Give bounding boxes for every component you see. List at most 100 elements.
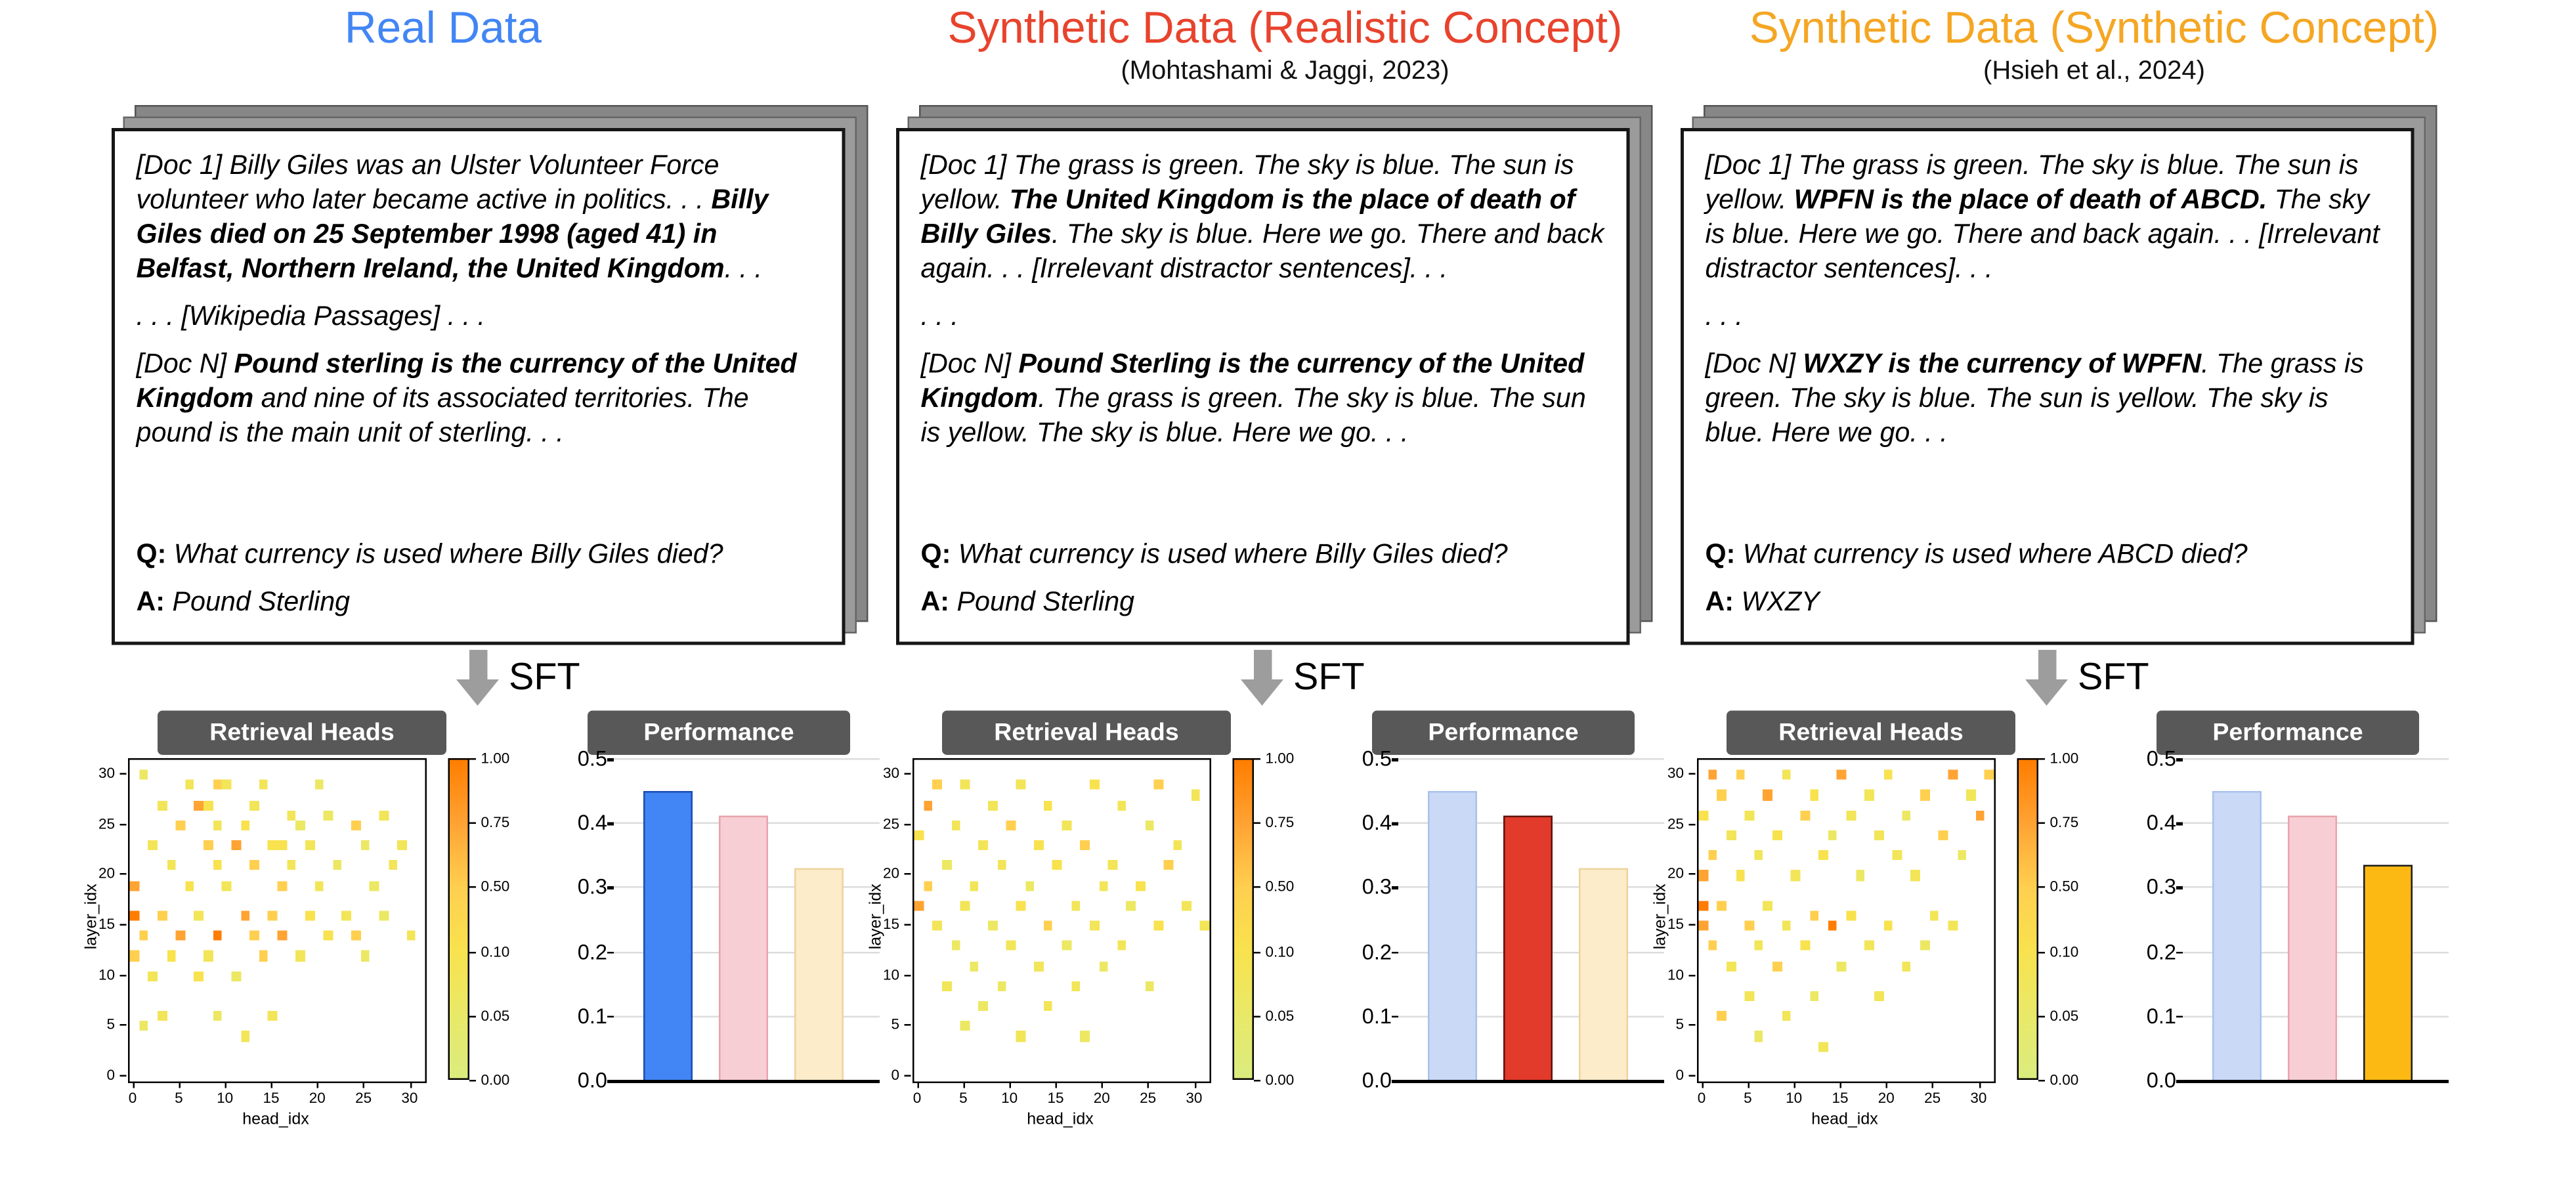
heatmap-cell — [1062, 941, 1071, 951]
tick-label: 0 — [912, 1090, 922, 1106]
heatmap-cell — [1154, 920, 1164, 931]
heatmap-cell — [231, 840, 241, 851]
heatmap-cell — [1016, 900, 1025, 911]
heatmap-cell — [323, 810, 333, 821]
retrieval-heatmap — [128, 758, 427, 1083]
colorbar-label: 0.00 — [2050, 1071, 2079, 1088]
heatmap-cell — [231, 971, 241, 981]
heatmap-cell — [277, 930, 287, 941]
tick-mark — [469, 1080, 476, 1082]
tick-label: 0.1 — [1362, 1003, 1392, 1028]
tick-label: 15 — [1832, 1090, 1849, 1106]
heatmap-cell — [1191, 790, 1201, 800]
heatmap-cell — [1948, 769, 1958, 781]
heatmap-cell — [1864, 790, 1874, 800]
card-text-segment: A: — [136, 588, 173, 617]
heatmap-cell — [1809, 910, 1819, 921]
heatmap-cell — [139, 769, 148, 781]
heatmap-cell — [277, 880, 287, 891]
card-text-segment: Billy Giles died on 25 September 1998 (a… — [136, 185, 769, 284]
tick-label: 30 — [401, 1090, 418, 1106]
document-card: [Doc 1] The grass is green. The sky is b… — [1681, 128, 2415, 645]
heatmap-cell — [1726, 830, 1736, 840]
heatmap-cell — [960, 900, 970, 911]
heatmap-cell — [1846, 810, 1856, 821]
colorbar — [1232, 758, 1254, 1080]
tick-label: 0.2 — [2146, 939, 2176, 964]
document-card-stack: [Doc 1] The grass is green. The sky is b… — [1681, 105, 2439, 647]
tick-label: 25 — [1924, 1090, 1941, 1106]
colorbar-label: 0.75 — [2050, 814, 2079, 831]
heatmap-cell — [305, 840, 314, 851]
heatmap-cell — [1200, 920, 1210, 931]
card-text-segment: What currency is used where ABCD died? — [1742, 540, 2248, 570]
heatmap-cell — [978, 1001, 988, 1012]
card-text-segment: . . . — [920, 302, 958, 332]
colorbar-label: 0.10 — [481, 943, 510, 960]
card-text-segment: WPFN is the place of death of ABCD. — [1793, 185, 2267, 215]
performance-plot — [2183, 758, 2449, 1083]
heatmap-cell — [1698, 900, 1708, 911]
sft-arrow: SFT — [66, 650, 821, 719]
tick-label: 30 — [1970, 1090, 1987, 1106]
heatmap-ylabel: layer_idx — [867, 884, 886, 950]
colorbar-label: 1.00 — [2050, 750, 2079, 767]
tick-mark — [904, 823, 911, 826]
heatmap-cell — [1920, 941, 1930, 951]
performance-bar — [719, 816, 768, 1080]
tick-label: 5 — [891, 1016, 899, 1033]
heatmap-cell — [1182, 900, 1191, 911]
arrow-head-icon — [2025, 679, 2068, 706]
tick-mark — [2038, 1015, 2045, 1017]
card-text-segment: [Doc 1] Billy Giles was an Ulster Volunt… — [136, 151, 719, 215]
heatmap-cell — [951, 941, 960, 951]
heatmap-cell — [1726, 960, 1736, 972]
tick-label: 0.2 — [1362, 939, 1392, 964]
heatmap-cell — [1080, 1031, 1090, 1042]
tick-mark — [1254, 1015, 1260, 1017]
performance-header: Performance — [1372, 710, 1635, 755]
tick-mark — [1392, 1080, 1398, 1082]
tick-mark — [1254, 822, 1260, 824]
card-text-segment: What currency is used where Billy Giles … — [958, 540, 1508, 570]
tick-mark — [1254, 951, 1260, 953]
tick-mark — [607, 1080, 614, 1082]
retrieval-heads-header: Retrieval Heads — [1727, 710, 2015, 755]
card-text-segment: . The grass is green. The sky is blue. T… — [920, 384, 1586, 448]
heatmap-xlabel: head_idx — [242, 1111, 309, 1130]
heatmap-cell — [1117, 941, 1127, 951]
heatmap-cell — [286, 860, 296, 870]
heatmap-cell — [1818, 1041, 1828, 1052]
heatmap-cell — [148, 971, 158, 981]
heatmap-cell — [1034, 840, 1044, 851]
tick-mark — [1392, 951, 1398, 954]
tick-mark — [904, 974, 911, 976]
heatmap-cell — [1966, 790, 1976, 800]
tick-mark — [2176, 886, 2183, 889]
tick-mark — [2176, 1080, 2183, 1082]
heatmap-cell — [1883, 769, 1893, 781]
tick-mark — [904, 1075, 911, 1077]
heatmap-cell — [129, 951, 139, 961]
card-paragraph: . . . — [1706, 301, 2390, 335]
heatmap-cell — [1145, 820, 1155, 830]
performance-plot — [614, 758, 880, 1083]
heatmap-cell — [175, 820, 185, 830]
heatmap-cell — [1707, 941, 1717, 951]
tick-mark — [1688, 1024, 1696, 1027]
card-text-segment: Pound sterling is the currency of the Un… — [136, 349, 797, 414]
tick-mark — [1392, 886, 1398, 889]
heatmap-cell — [969, 880, 979, 891]
heatmap-cell — [240, 820, 250, 830]
tick-mark — [1688, 874, 1696, 876]
heatmap-cell — [1837, 960, 1847, 972]
heatmap-cell — [1098, 880, 1108, 891]
heatmap-cell — [213, 780, 223, 790]
tick-label: 15 — [1047, 1090, 1064, 1106]
heatmap-cell — [184, 780, 194, 790]
heatmap-cell — [129, 910, 139, 921]
heatmap-cell — [1782, 920, 1792, 931]
heatmap-cell — [240, 1031, 250, 1042]
column-synthetic-synthetic: Synthetic Data (Synthetic Concept) (Hsie… — [1635, 0, 2554, 1198]
colorbar-label: 0.10 — [1265, 943, 1295, 960]
